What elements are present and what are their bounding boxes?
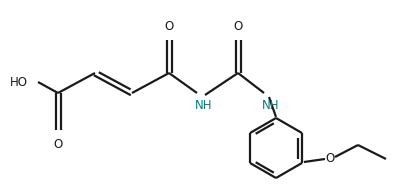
Text: NH: NH [262, 99, 280, 112]
Text: HO: HO [10, 75, 28, 89]
Text: O: O [53, 138, 63, 151]
Text: NH: NH [195, 99, 213, 112]
Text: O: O [233, 20, 243, 33]
Text: O: O [164, 20, 174, 33]
Text: O: O [325, 152, 334, 166]
